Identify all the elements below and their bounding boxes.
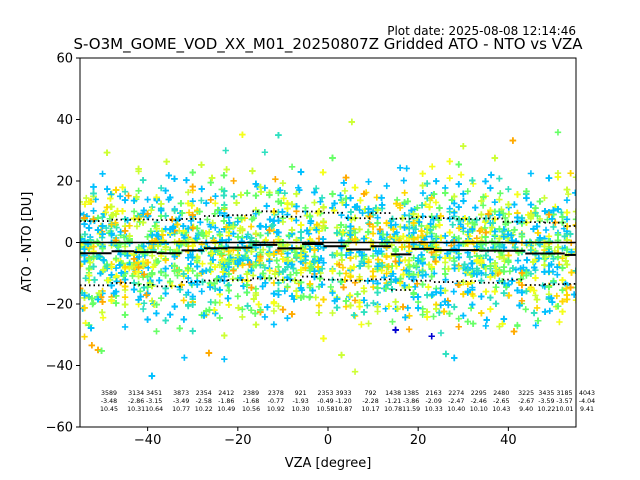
bin-std-label: 10.17: [362, 406, 380, 413]
bin-std-label: 10.78: [384, 406, 402, 413]
bin-count-label: 2389: [243, 390, 259, 397]
bin-std-label: 10.64: [145, 406, 163, 413]
bin-mean-label: -2.65: [493, 398, 509, 405]
bin-count-label: 3589: [101, 390, 117, 397]
bin-std-label: 10.10: [470, 406, 488, 413]
bin-mean-label: -3.48: [101, 398, 117, 405]
bin-mean-label: -2.67: [518, 398, 534, 405]
bin-count-label: 1385: [403, 390, 419, 397]
scatter-points: [80, 118, 576, 380]
bin-count-label: 792: [365, 390, 377, 397]
bin-std-label: 10.33: [425, 406, 443, 413]
bin-count-label: 2163: [426, 390, 442, 397]
bin-count-label: 3185: [556, 390, 572, 397]
bin-std-label: 9.40: [519, 406, 533, 413]
x-tick-label: 20: [410, 433, 427, 448]
bin-mean-label: -3.49: [173, 398, 189, 405]
bin-std-label: 10.40: [447, 406, 465, 413]
bin-count-label: 2412: [218, 390, 234, 397]
bin-std-label: 10.58: [316, 406, 334, 413]
y-tick-label: 20: [56, 175, 73, 190]
bin-std-label: 10.49: [217, 406, 235, 413]
bin-mean-label: -2.28: [362, 398, 378, 405]
x-tick-label: −40: [134, 433, 161, 448]
bin-count-label: 921: [295, 390, 307, 397]
bin-mean-label: -1.21: [385, 398, 401, 405]
bin-std-label: 10.45: [100, 406, 118, 413]
bin-count-label: 2353: [317, 390, 333, 397]
x-tick-label: −20: [224, 433, 251, 448]
bin-std-label: 10.30: [292, 406, 310, 413]
bin-std-label: 10.01: [555, 406, 573, 413]
y-tick-label: 60: [56, 52, 73, 67]
bin-count-label: 2295: [471, 390, 487, 397]
bin-mean-label: -1.93: [293, 398, 309, 405]
y-tick-label: −40: [46, 359, 73, 374]
bin-count-label: 3873: [173, 390, 189, 397]
bin-mean-label: -1.20: [335, 398, 351, 405]
bin-mean-label: -2.58: [196, 398, 212, 405]
bin-std-label: 10.56: [242, 406, 260, 413]
x-axis-label: VZA [degree]: [285, 456, 372, 471]
bin-count-label: 2274: [448, 390, 464, 397]
plot-date-label: Plot date: 2025-08-08 12:14:46: [387, 24, 576, 38]
x-axis-ticks: −40 −20 0 20 40: [134, 427, 517, 448]
bin-std-label: 9.41: [580, 406, 594, 413]
bin-count-label: 2354: [196, 390, 212, 397]
y-tick-label: −20: [46, 298, 73, 313]
y-axis-ticks: −60 −40 −20 0 20 40 60: [46, 52, 80, 436]
x-tick-label: 0: [324, 433, 332, 448]
y-tick-label: 0: [65, 236, 73, 251]
bin-std-label: 10.77: [172, 406, 190, 413]
bin-mean-label: -0.49: [317, 398, 333, 405]
bin-mean-label: -1.68: [243, 398, 259, 405]
bin-mean-label: -3.59: [538, 398, 554, 405]
bin-statistics: 3589-3.4810.453134-2.8610.313451-3.1510.…: [100, 390, 595, 413]
chart-title: S-O3M_GOME_VOD_XX_M01_20250807Z Gridded …: [73, 35, 583, 54]
bin-std-label: 10.31: [127, 406, 145, 413]
bin-mean-label: -2.47: [448, 398, 464, 405]
bin-count-label: 3451: [146, 390, 162, 397]
bin-mean-label: -3.15: [146, 398, 162, 405]
bin-std-label: 10.92: [267, 406, 285, 413]
scatter-point: [401, 189, 408, 196]
y-axis-label: ATO - NTO [DU]: [20, 192, 35, 293]
x-tick-label: 40: [500, 433, 517, 448]
bin-mean-label: -2.86: [128, 398, 144, 405]
bin-mean-label: -0.77: [268, 398, 284, 405]
bin-count-label: 4043: [579, 390, 595, 397]
bin-count-label: 3435: [538, 390, 554, 397]
bin-count-label: 3225: [518, 390, 534, 397]
y-tick-label: 40: [56, 113, 73, 128]
bin-mean-label: -1.86: [218, 398, 234, 405]
bin-std-label: 10.22: [195, 406, 213, 413]
bin-count-label: 2480: [493, 390, 509, 397]
summary-lines: [80, 210, 576, 291]
bin-std-label: 10.87: [334, 406, 352, 413]
bin-count-label: 2378: [268, 390, 284, 397]
y-tick-label: −60: [46, 421, 73, 436]
bin-mean-label: -3.57: [556, 398, 572, 405]
bin-mean-label: -3.86: [403, 398, 419, 405]
bin-std-label: 10.43: [492, 406, 510, 413]
bin-count-label: 3134: [128, 390, 144, 397]
bin-count-label: 3933: [335, 390, 351, 397]
bin-mean-label: -4.04: [579, 398, 595, 405]
bin-count-label: 1438: [385, 390, 401, 397]
bin-mean-label: -2.09: [426, 398, 442, 405]
bin-std-label: 11.59: [402, 406, 420, 413]
bin-std-label: 10.22: [537, 406, 555, 413]
bin-mean-label: -2.46: [471, 398, 487, 405]
